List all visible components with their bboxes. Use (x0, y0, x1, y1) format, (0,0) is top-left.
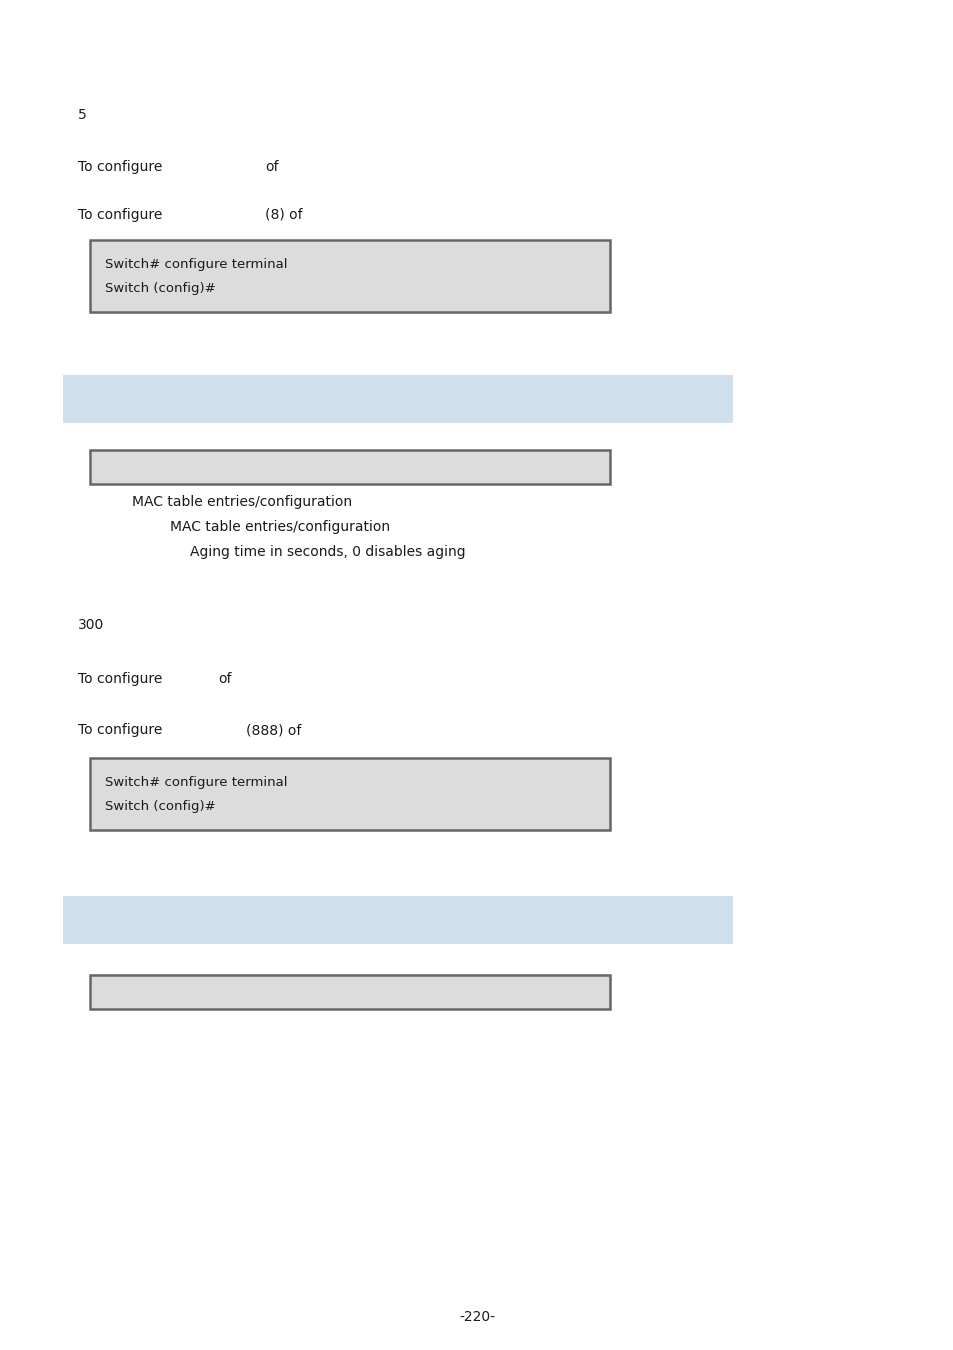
Text: To configure: To configure (78, 724, 162, 737)
Text: To configure: To configure (78, 208, 162, 221)
FancyBboxPatch shape (63, 896, 732, 944)
FancyBboxPatch shape (90, 975, 609, 1008)
FancyBboxPatch shape (63, 375, 732, 423)
Text: To configure: To configure (78, 161, 162, 174)
Text: 300: 300 (78, 618, 104, 632)
FancyBboxPatch shape (90, 757, 609, 830)
FancyBboxPatch shape (90, 240, 609, 312)
Text: 5: 5 (78, 108, 87, 122)
Text: (8) of: (8) of (265, 208, 302, 221)
Text: of: of (218, 672, 232, 686)
Text: MAC table entries/configuration: MAC table entries/configuration (132, 495, 352, 509)
Text: MAC table entries/configuration: MAC table entries/configuration (170, 520, 390, 535)
Text: -220-: -220- (458, 1310, 495, 1324)
Text: of: of (265, 161, 278, 174)
Text: Switch (config)#: Switch (config)# (105, 282, 215, 296)
Text: Switch# configure terminal: Switch# configure terminal (105, 258, 287, 271)
Text: Switch# configure terminal: Switch# configure terminal (105, 776, 287, 788)
Text: To configure: To configure (78, 672, 162, 686)
Text: Aging time in seconds, 0 disables aging: Aging time in seconds, 0 disables aging (190, 545, 465, 559)
FancyBboxPatch shape (90, 450, 609, 485)
Text: Switch (config)#: Switch (config)# (105, 801, 215, 813)
Text: (888) of: (888) of (246, 724, 301, 737)
